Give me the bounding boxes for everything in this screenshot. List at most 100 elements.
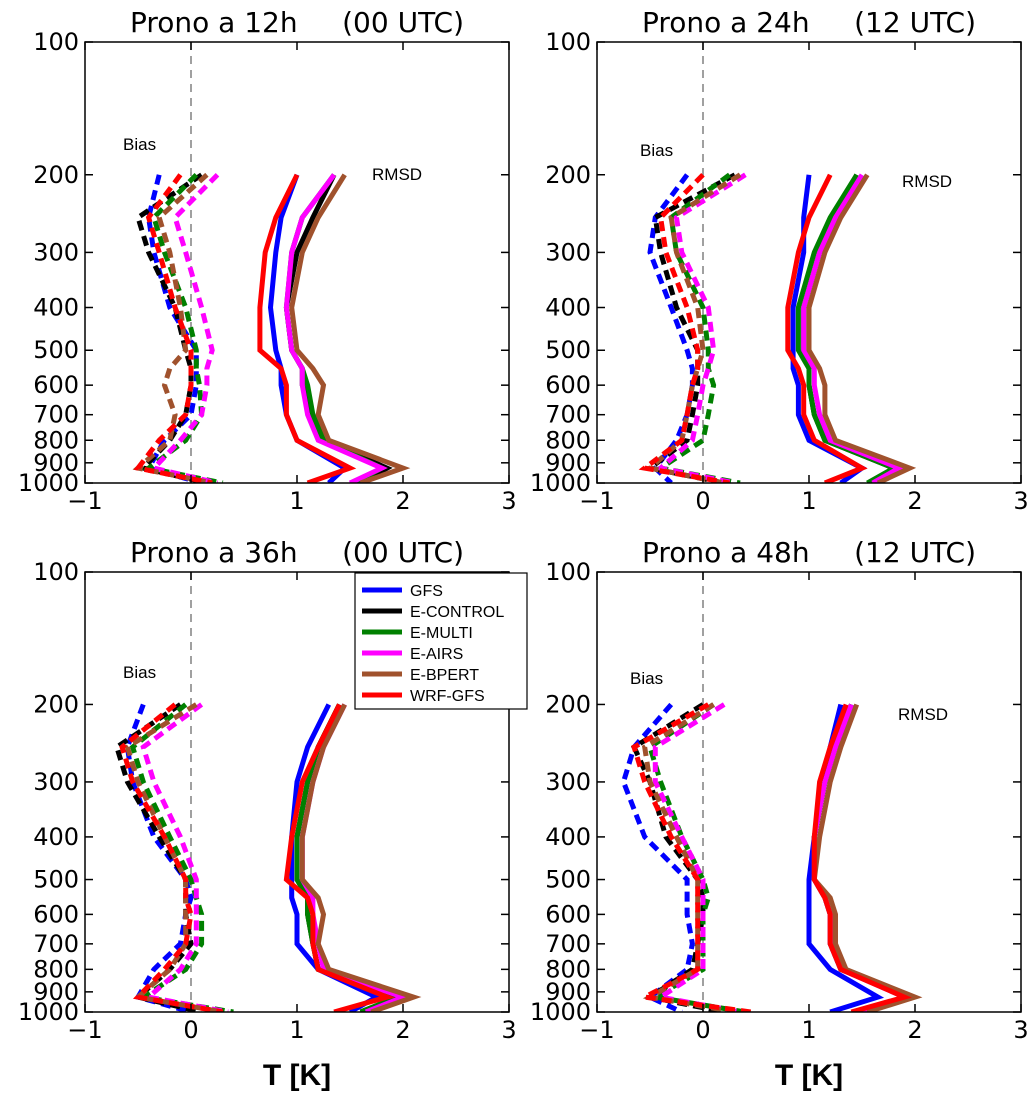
series-gfs-bias-line (144, 174, 203, 483)
series-e-airs-rmsd-line (283, 173, 388, 483)
y-tick-label: 800 (545, 426, 591, 454)
series-e-bpert-rmsd-line (289, 173, 411, 483)
x-axis-label: T [K] (775, 1059, 843, 1092)
x-tick-label: 3 (1013, 1016, 1028, 1044)
legend-item: E-CONTROL (362, 604, 504, 621)
panel-title: Prono a 48h (12 UTC) (642, 536, 976, 569)
series-wrf-gfs-rmsd-line (283, 703, 395, 1012)
x-tick-label: 0 (183, 487, 198, 515)
legend: GFS E-CONTROL E-MULTI E-AIRS E-BPERT WRF-GFS (354, 572, 528, 710)
annotation-bias: Bias (630, 669, 663, 688)
annotation-bias: Bias (640, 141, 673, 160)
legend-item: E-AIRS (362, 646, 463, 663)
x-tick-label: 3 (1013, 487, 1028, 515)
legend-item: GFS (362, 583, 443, 600)
y-tick-label: 600 (33, 371, 79, 399)
y-tick-label: 800 (545, 955, 591, 983)
series-e-airs-rmsd-line (801, 173, 905, 483)
series-wrf-gfs-bias-line (133, 173, 213, 483)
y-tick-label: 300 (545, 238, 591, 266)
series-e-bpert-bias-line (641, 702, 736, 1012)
series-e-airs-bias-line (652, 702, 741, 1012)
legend-label: E-MULTI (410, 625, 473, 642)
series-gfs-bias-line (620, 702, 695, 1012)
y-tick-label: 100 (33, 28, 79, 56)
y-tick-label: 600 (545, 900, 591, 928)
y-tick-label: 300 (33, 238, 79, 266)
legend-item: WRF-GFS (362, 688, 485, 705)
plot-area (132, 172, 411, 483)
x-tick-label: 0 (695, 1016, 710, 1044)
x-tick-label: 1 (289, 1016, 304, 1044)
y-tick-label: 700 (545, 930, 591, 958)
series-e-airs-bias-line (149, 173, 220, 483)
series-e-bpert-rmsd-line (811, 703, 923, 1012)
series-wrf-gfs-rmsd-line (811, 703, 912, 1012)
x-tick-label: −1 (67, 1016, 102, 1044)
x-tick-label: 1 (801, 487, 816, 515)
annotation-bias: Bias (123, 663, 156, 682)
x-tick-label: 3 (501, 487, 516, 515)
x-tick-label: 2 (395, 487, 410, 515)
series-e-bpert-rmsd-line (299, 703, 422, 1012)
y-tick-label: 600 (545, 371, 591, 399)
x-tick-label: 1 (801, 1016, 816, 1044)
y-tick-label: 200 (33, 690, 79, 718)
y-tick-label: 700 (545, 401, 591, 429)
y-tick-label: 200 (545, 161, 591, 189)
series-e-airs-bias-line (140, 702, 229, 1012)
y-tick-label: 700 (33, 930, 79, 958)
annotation-rmsd: RMSD (898, 705, 948, 724)
y-tick-label: 300 (545, 768, 591, 796)
series-wrf-gfs-bias-line (119, 702, 224, 1012)
series-gfs-rmsd-line (267, 173, 349, 483)
y-tick-label: 1000 (530, 998, 591, 1026)
series-e-multi-bias-line (654, 172, 741, 483)
y-tick-label: 800 (33, 955, 79, 983)
y-tick-label: 500 (33, 866, 79, 894)
x-tick-label: 3 (501, 1016, 516, 1044)
y-tick-label: 1000 (530, 469, 591, 497)
y-tick-label: 500 (33, 336, 79, 364)
series-e-bpert-bias-line (132, 172, 213, 483)
y-tick-label: 200 (545, 690, 591, 718)
y-tick-label: 100 (545, 558, 591, 586)
x-axis-label: T [K] (263, 1059, 331, 1092)
legend-label: E-AIRS (410, 646, 463, 663)
series-wrf-gfs-rmsd-line (785, 173, 868, 483)
y-tick-label: 700 (33, 401, 79, 429)
y-tick-label: 400 (33, 823, 79, 851)
x-tick-label: −1 (67, 487, 102, 515)
plot-area (620, 702, 923, 1012)
series-e-bpert-rmsd-line (806, 173, 917, 483)
y-tick-label: 400 (545, 294, 591, 322)
legend-item: E-MULTI (362, 625, 473, 642)
annotation-rmsd: RMSD (902, 172, 952, 191)
y-tick-label: 100 (33, 558, 79, 586)
legend-label: GFS (410, 583, 443, 600)
plot-area (113, 702, 422, 1012)
y-tick-label: 1000 (18, 469, 79, 497)
legend-label: WRF-GFS (410, 688, 485, 705)
x-tick-label: 2 (395, 1016, 410, 1044)
y-tick-label: 900 (545, 978, 591, 1006)
y-tick-label: 400 (545, 823, 591, 851)
y-tick-label: 900 (33, 978, 79, 1006)
panel-title: Prono a 24h (12 UTC) (642, 6, 976, 39)
y-tick-label: 300 (33, 768, 79, 796)
annotation-rmsd: RMSD (372, 165, 422, 184)
plot-area (638, 172, 917, 483)
series-gfs-bias-line (124, 703, 194, 1012)
x-tick-label: −1 (579, 1016, 614, 1044)
y-tick-label: 1000 (18, 998, 79, 1026)
y-tick-label: 900 (33, 449, 79, 477)
y-tick-label: 500 (545, 336, 591, 364)
series-gfs-bias-line (647, 173, 695, 483)
y-tick-label: 200 (33, 161, 79, 189)
y-tick-label: 800 (33, 426, 79, 454)
